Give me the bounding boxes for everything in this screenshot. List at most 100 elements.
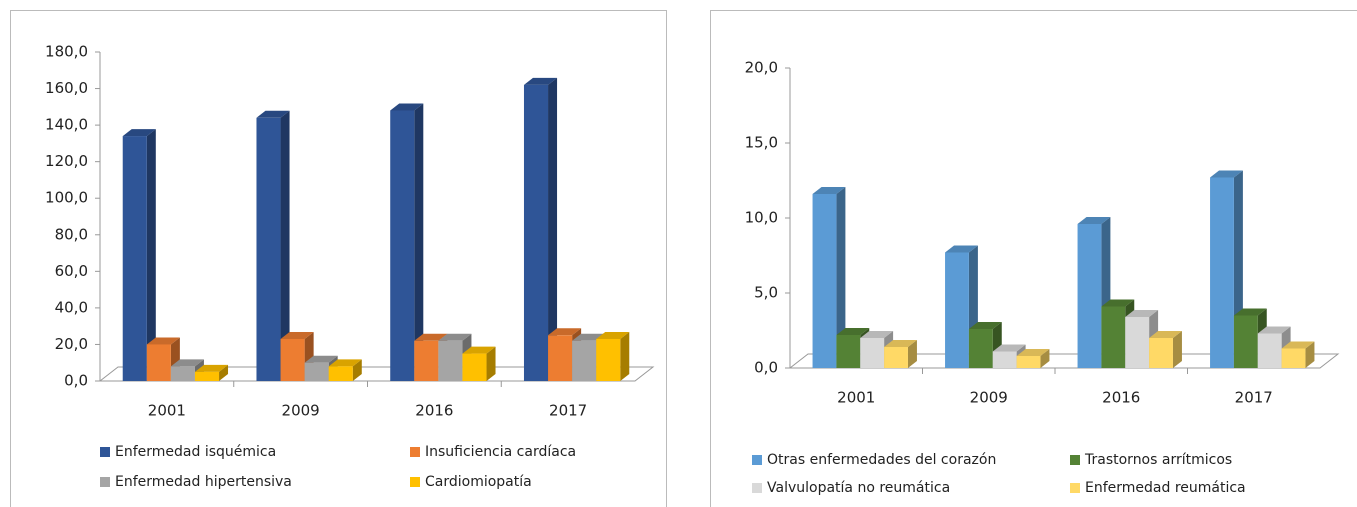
bar [884,347,908,368]
bar [1149,338,1173,368]
bar-top [1257,326,1291,334]
legend-swatch [1070,483,1080,493]
bar-top [256,110,290,118]
bar-top [122,129,156,137]
bar-top [390,103,424,111]
y-tick-label: 15,0 [745,134,778,152]
bar-top [596,331,630,339]
bar-side [907,340,917,368]
y-tick-label: 0,0 [64,372,88,390]
bar-top [884,340,917,347]
legend-label: Trastornos arrítmicos [1084,452,1232,468]
legend-swatch [100,477,110,487]
bar [1101,306,1126,368]
bar-top [280,331,314,339]
bar-top [304,355,338,363]
bar-side [414,103,424,381]
legend-label: Enfermedad hipertensiva [115,474,292,490]
bar [1016,356,1041,368]
bar [390,110,415,381]
bar [945,252,969,368]
bar-top [812,187,846,194]
bar-top [523,77,558,85]
bar-top [945,245,978,253]
bar [414,340,439,381]
bar-top [1077,217,1111,224]
y-tick-label: 5,0 [754,284,778,302]
bar-top [194,364,229,372]
bar [1281,348,1306,368]
bar [1233,315,1258,368]
bar-side [219,364,229,381]
y-tick-label: 20,0 [745,59,778,77]
bar [992,351,1017,368]
legend-swatch [100,447,110,457]
bar [280,338,305,381]
x-tick-label: 2001 [148,402,186,420]
y-tick-label: 120,0 [45,152,88,170]
legend-swatch [752,483,762,493]
bar-top [462,346,496,354]
y-tick-label: 180,0 [45,43,88,61]
bar-side [1305,341,1315,368]
legend-swatch [410,477,420,487]
bar [194,371,220,381]
legend-swatch [410,447,420,457]
bar [256,117,281,382]
bar-side [280,110,290,382]
bar-top [1281,341,1315,349]
bar-side [352,359,362,381]
bar [836,335,861,368]
bar-top [968,322,1002,329]
bar-top [414,333,448,341]
x-tick-label: 2016 [1102,389,1140,407]
x-tick-label: 2017 [549,402,587,420]
y-tick-label: 10,0 [745,209,778,227]
bar-top [1016,349,1050,356]
bar [596,338,621,381]
bar-side [620,331,630,381]
x-tick-label: 2017 [1235,389,1273,407]
legend-label: Valvulopatía no reumática [767,480,950,496]
bar [462,353,487,381]
x-tick-label: 2009 [282,402,320,420]
bar-top [328,359,362,367]
y-tick-label: 60,0 [55,262,88,280]
bar [572,340,597,381]
bar-top [548,328,582,336]
bar [328,366,353,381]
bar-top [1210,170,1243,178]
x-tick-label: 2001 [837,389,875,407]
legend-label: Insuficiencia cardíaca [425,444,576,460]
bar-side [836,187,846,368]
legend-label: Enfermedad isquémica [115,444,276,460]
bar-top [992,344,1026,352]
bar [122,136,147,381]
bar-side [1040,349,1050,368]
panel-border [10,10,667,507]
x-tick-label: 2009 [970,389,1008,407]
bar [523,84,549,382]
legend-label: Cardiomiopatía [425,474,532,490]
y-tick-label: 40,0 [55,298,88,316]
bar [1125,317,1150,368]
bar [860,338,885,368]
bar-side [548,77,558,382]
bar-top [1149,331,1182,338]
bar-top [860,331,894,338]
panel-border [710,10,1357,507]
legend-swatch [1070,455,1080,465]
bar-top [1101,299,1135,307]
bar [170,366,195,381]
bar [812,194,837,368]
bar [1210,177,1234,368]
bar [548,335,573,381]
bar [146,344,171,381]
y-tick-label: 100,0 [45,189,88,207]
bar-top [836,328,870,335]
y-tick-label: 140,0 [45,116,88,134]
legend-label: Otras enfermedades del corazón [767,452,996,468]
y-tick-label: 20,0 [55,335,88,353]
bar-top [170,359,204,367]
